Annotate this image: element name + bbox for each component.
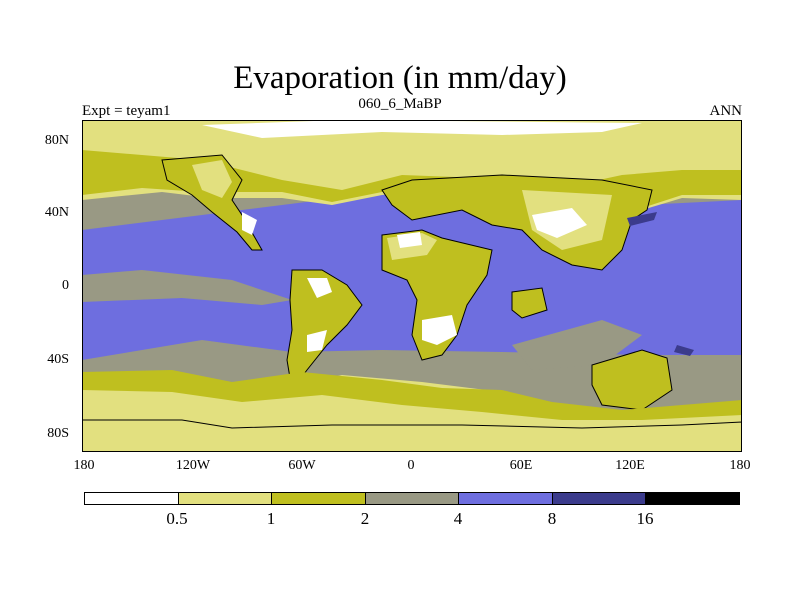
lon-tick-180w: 180	[73, 458, 95, 473]
north-america	[161, 154, 263, 251]
colorbar-box	[178, 493, 273, 504]
lon-tick-0: 0	[407, 458, 415, 473]
colorbar-label: 0.5	[166, 509, 188, 528]
colorbar-label: 2	[360, 509, 370, 528]
asia-white	[532, 208, 587, 238]
southern-olive-band	[82, 370, 742, 420]
colorbar-label: 16	[636, 509, 654, 528]
season-label: ANN	[709, 103, 743, 119]
na-white-patch	[242, 212, 257, 235]
na-yellow	[192, 160, 232, 198]
lon-tick-120e: 120E	[615, 458, 645, 473]
plot-title: Evaporation (in mm/day)	[233, 60, 567, 96]
colorbar-label: 8	[547, 509, 557, 528]
sahara-white	[397, 232, 422, 248]
south-indian-gray	[512, 320, 642, 370]
lat-tick-80s: 80S	[47, 426, 69, 441]
arctic-white	[202, 120, 642, 138]
colorbar-box	[272, 493, 366, 504]
sa-white-south	[307, 330, 327, 352]
lon-tick-180e: 180	[729, 458, 751, 473]
colorbar-label: 4	[453, 509, 463, 528]
sa-white-north	[307, 278, 332, 298]
lon-tick-60w: 60W	[288, 458, 316, 473]
africa	[381, 229, 493, 361]
colorbar-box	[459, 493, 553, 504]
colorbar-label: 1	[266, 509, 276, 528]
east-pacific-gray-tongue	[82, 270, 292, 305]
lat-tick-40n: 40N	[44, 205, 69, 220]
southern-africa-white	[422, 315, 457, 345]
experiment-label: Expt = teyam1	[82, 103, 171, 119]
evaporation-map	[82, 120, 742, 452]
lon-tick-60e: 60E	[509, 458, 533, 473]
period-label: 060_6_MaBP	[358, 96, 442, 112]
kuroshio-blue	[627, 212, 657, 226]
colorbar	[84, 492, 740, 505]
lat-tick-0: 0	[62, 278, 69, 293]
lat-tick-40s: 40S	[47, 352, 69, 367]
lon-tick-120w: 120W	[175, 458, 211, 473]
maritime-continent	[511, 287, 548, 319]
antarctica-outline	[82, 419, 742, 452]
tasman-blue	[674, 345, 694, 356]
colorbar-box	[552, 493, 647, 504]
colorbar-box	[646, 493, 740, 504]
colorbar-box	[365, 493, 460, 504]
colorbar-box	[85, 493, 179, 504]
australia	[591, 349, 673, 411]
lat-tick-80n: 80N	[44, 133, 69, 148]
south-america	[286, 269, 363, 392]
